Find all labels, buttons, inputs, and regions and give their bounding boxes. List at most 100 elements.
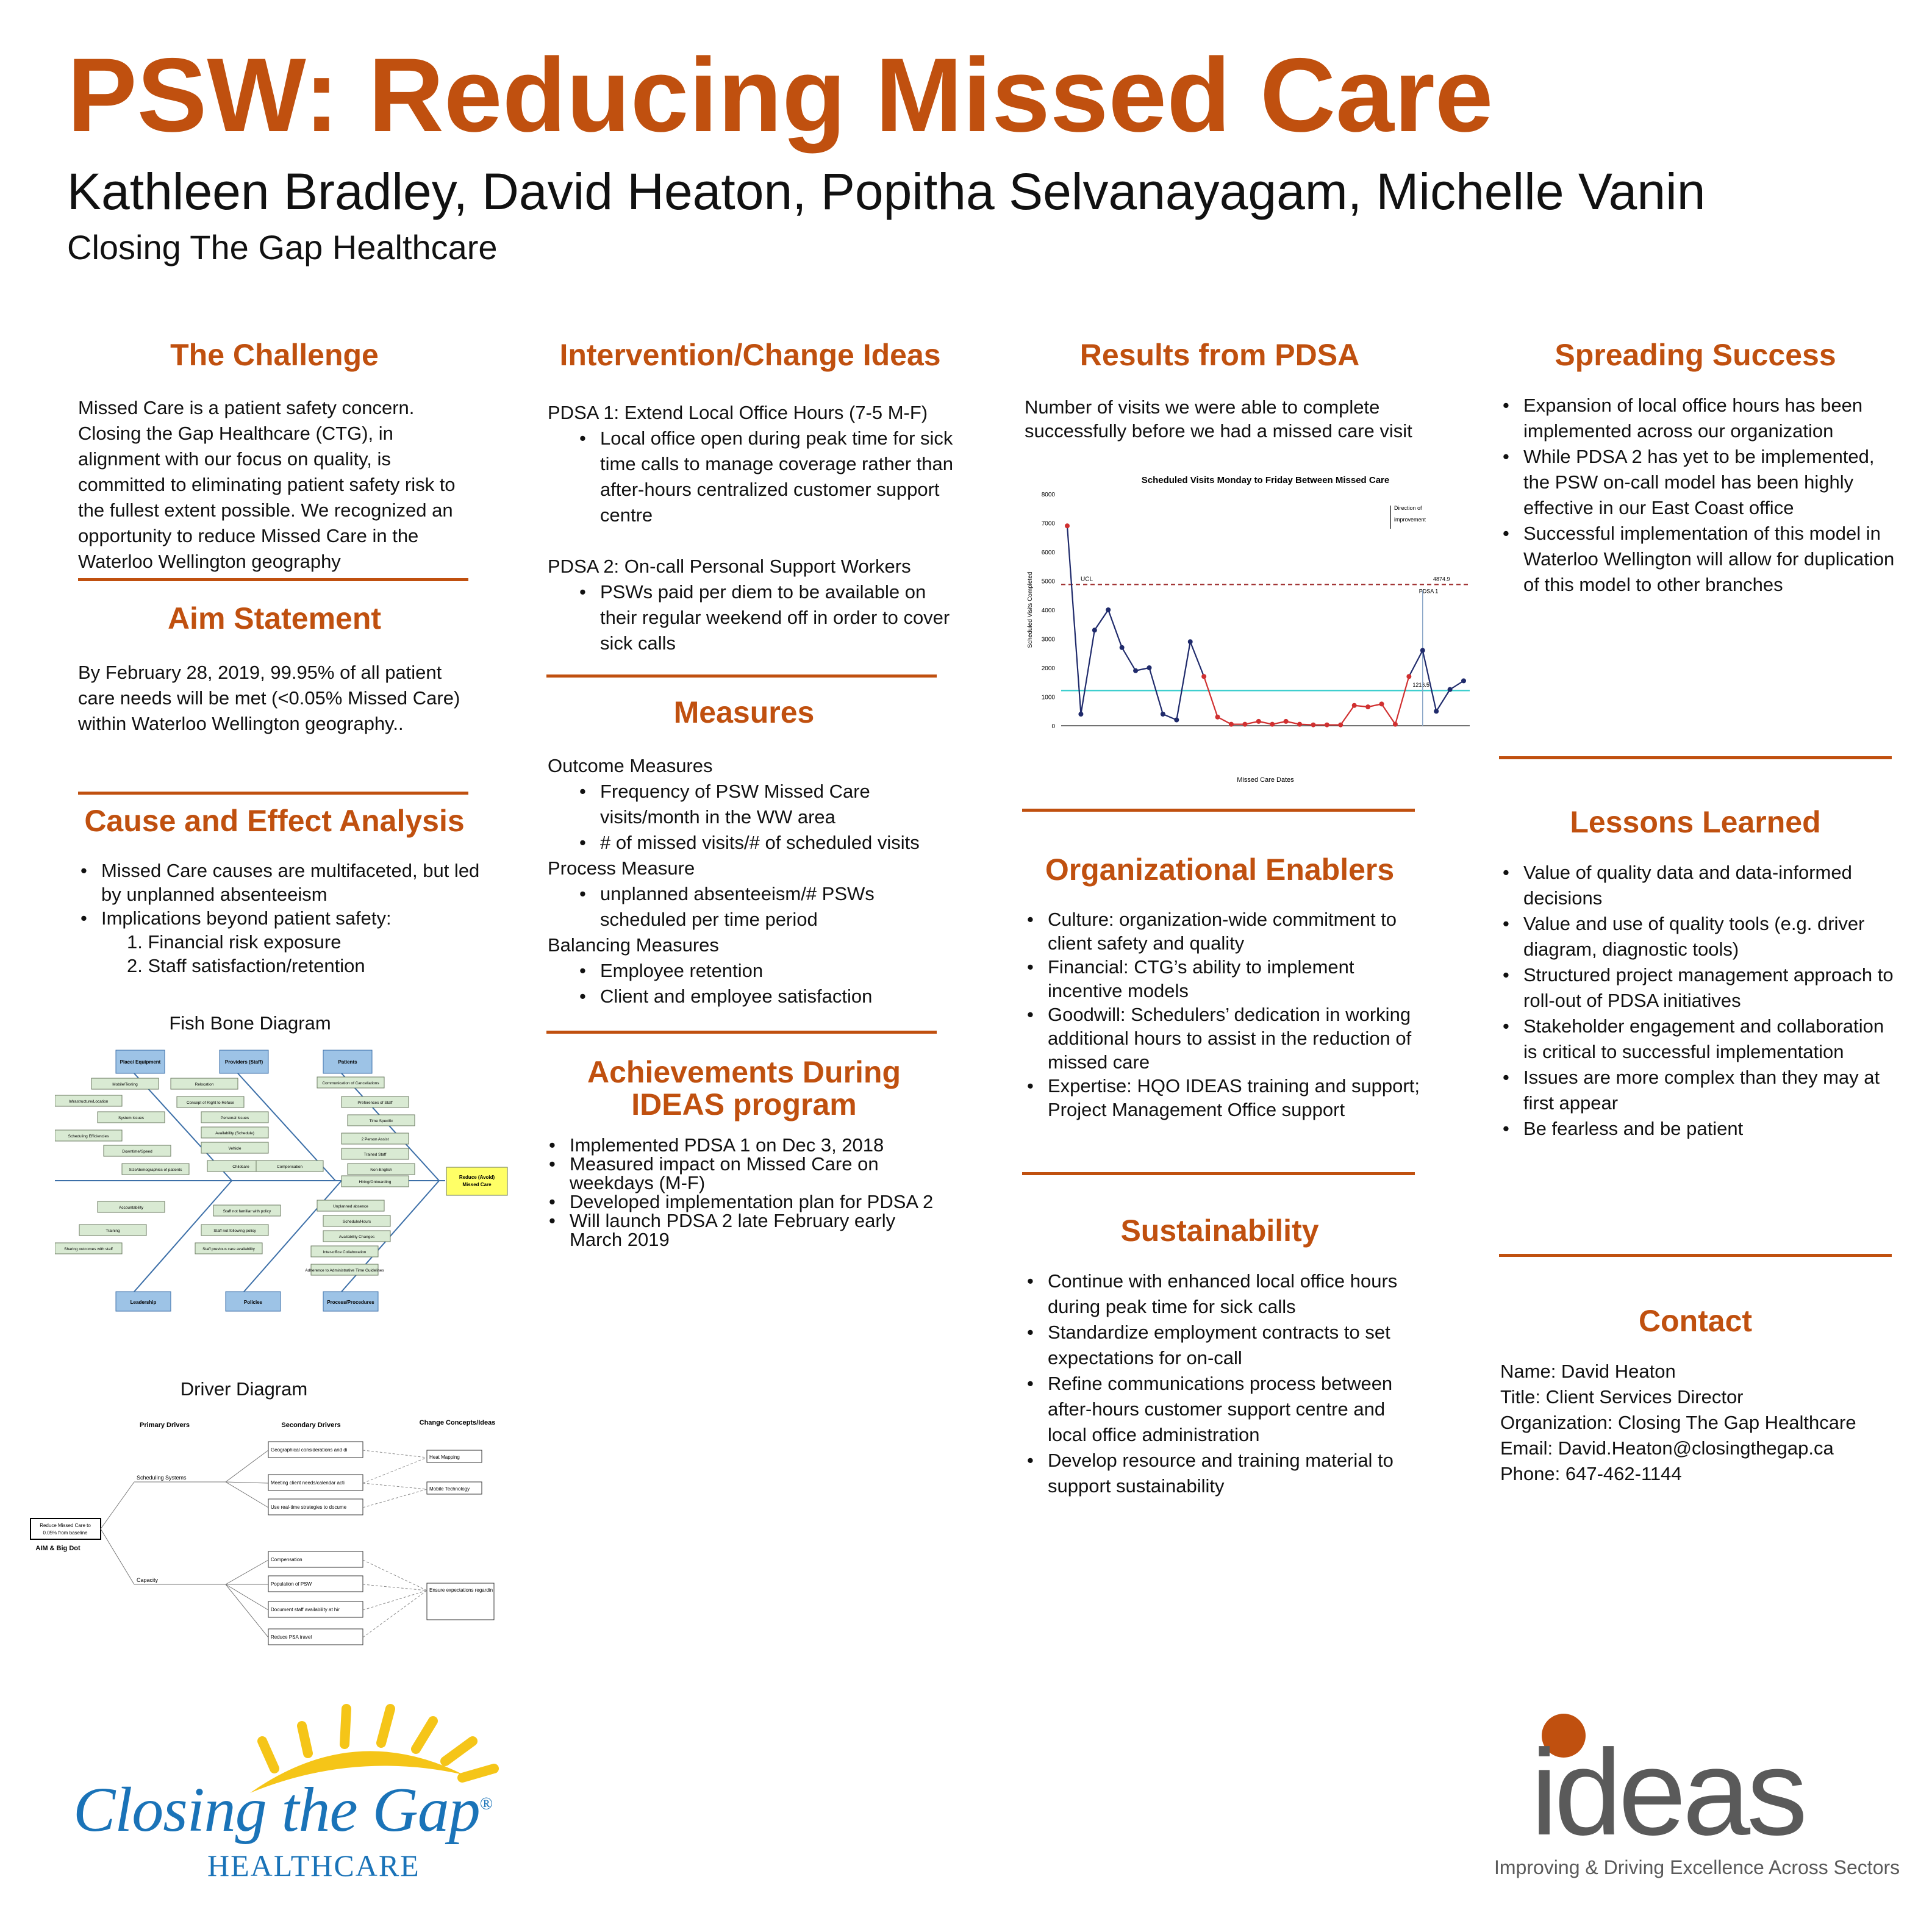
data-point: [1201, 674, 1207, 679]
dashed-connector: [362, 1457, 428, 1484]
process-title: Process Measure: [548, 857, 695, 879]
achievements-body: Implemented PDSA 1 on Dec 3, 2018 Measur…: [548, 1136, 938, 1249]
cause-box: [317, 1076, 385, 1089]
effect-box: [446, 1167, 508, 1196]
challenge-heading: The Challenge: [170, 338, 379, 372]
data-point: [1147, 665, 1152, 670]
cause-box-label: Staff not following policy: [213, 1229, 256, 1233]
data-point: [1270, 721, 1275, 727]
bottom-bone: [243, 1180, 342, 1292]
secondary-driver: Document staff availability at hir: [271, 1607, 340, 1612]
y-tick-label: 0: [1051, 723, 1055, 730]
direction-label-line2: improvement: [1394, 517, 1426, 523]
aim-box-text: Reduce Missed Care to: [40, 1523, 91, 1528]
primary-driver: Scheduling Systems: [137, 1475, 187, 1481]
category-box: [323, 1291, 379, 1312]
data-point: [1092, 628, 1097, 633]
outcome-title: Outcome Measures: [548, 755, 713, 776]
cause-box-label: Preferences of Staff: [357, 1101, 393, 1105]
list-item: Missed Care causes are multifaceted, but…: [80, 859, 481, 906]
y-tick-label: 8000: [1042, 492, 1056, 498]
dashed-connector: [362, 1559, 428, 1591]
intervention-heading: Intervention/Change Ideas: [559, 338, 941, 372]
list-item: Develop resource and training material t…: [1027, 1448, 1427, 1499]
change-idea: Mobile Technology: [429, 1486, 470, 1492]
series-segment: [1093, 609, 1109, 631]
chart-title: Scheduled Visits Monday to Friday Betwee…: [1142, 475, 1390, 485]
effect-text: Reduce (Avoid): [459, 1175, 495, 1180]
section-divider: [78, 578, 468, 581]
connector: [225, 1450, 269, 1483]
secondary-driver-box: [268, 1474, 363, 1491]
x-axis-label: Missed Care Dates: [1237, 776, 1294, 784]
cause-box-label: Childcare: [232, 1165, 249, 1169]
category-label: Place/ Equipment: [120, 1059, 161, 1065]
change-idea-box: [426, 1450, 482, 1463]
change-idea-box: [426, 1481, 482, 1495]
cause-box-label: Personal Issues: [221, 1116, 249, 1120]
aim-text: By February 28, 2019, 99.95% of all pati…: [78, 662, 460, 734]
list-item: # of missed visits/# of scheduled visits: [579, 830, 962, 856]
section-divider: [546, 1031, 937, 1034]
data-point: [1133, 668, 1139, 673]
primary-driver: Capacity: [137, 1577, 159, 1583]
list-item: Expansion of local office hours has been…: [1503, 393, 1903, 444]
cause-box: [310, 1264, 379, 1276]
series-segment: [1121, 647, 1137, 671]
data-point: [1461, 678, 1466, 684]
enablers-body: Culture: organization-wide commitment to…: [1025, 907, 1427, 1122]
data-point: [1379, 701, 1384, 707]
list-item: Standardize employment contracts to set …: [1027, 1320, 1427, 1371]
secondary-driver-box: [268, 1498, 363, 1515]
data-point: [1297, 721, 1303, 727]
cause-box: [201, 1111, 269, 1123]
cause-box: [323, 1230, 391, 1242]
cause-box: [201, 1142, 269, 1154]
effect-text-2: Missed Care: [462, 1182, 492, 1187]
data-point: [1324, 722, 1329, 728]
connector: [225, 1481, 269, 1484]
list-item: Client and employee satisfaction: [579, 984, 962, 1009]
cause-box-label: Infrastructure/Location: [69, 1100, 109, 1104]
achievements-heading-line1: Achievements During: [587, 1055, 901, 1089]
dashed-connector: [362, 1590, 428, 1638]
bottom-bone: [134, 1180, 232, 1292]
section-divider: [1499, 756, 1892, 759]
list-item: Local office open during peak time for s…: [579, 426, 962, 528]
series-segment: [1436, 689, 1451, 712]
section-divider: [1022, 809, 1415, 812]
category-label: Patients: [338, 1059, 357, 1065]
poster-title: PSW: Reducing Missed Care: [67, 37, 1494, 154]
list-item: Structured project management approach t…: [1503, 962, 1903, 1014]
secondary-driver-box: [268, 1441, 363, 1458]
series-segment: [1189, 641, 1205, 677]
list-item: Frequency of PSW Missed Care visits/mont…: [579, 779, 962, 830]
fishbone-diagram: Reduce (Avoid) Missed Care Place/ Equipmen…: [55, 1050, 508, 1312]
data-point: [1187, 639, 1193, 645]
cause-box-label: Staff previous care availability: [202, 1247, 256, 1251]
contact-email[interactable]: Email: David.Heaton@closingthegap.ca: [1500, 1437, 1834, 1459]
list-item: Culture: organization-wide commitment to…: [1027, 907, 1427, 955]
series-segment: [1162, 713, 1177, 721]
cause-box-label: 2 Person Assist: [362, 1137, 389, 1142]
pdsa-label: PDSA 1: [1419, 588, 1439, 594]
cause-box: [55, 1242, 123, 1254]
cause-box: [341, 1175, 409, 1187]
list-item: Will launch PDSA 2 late February early M…: [549, 1211, 938, 1249]
y-tick-label: 1000: [1042, 695, 1056, 701]
series-segment: [1217, 716, 1232, 725]
cause-box-label: Relocation: [195, 1082, 214, 1087]
cause-box-label: Schedule/Hours: [343, 1220, 371, 1224]
cause-box: [256, 1160, 324, 1172]
cause-box-label: Training: [106, 1229, 120, 1233]
secondary-driver: Meeting client needs/calendar acti: [271, 1480, 345, 1486]
section-divider: [78, 792, 468, 795]
direction-label: Direction of: [1394, 505, 1422, 511]
cause-box-label: Staff not familiar with policy: [223, 1209, 271, 1214]
cause-box: [341, 1096, 409, 1108]
y-tick-label: 4000: [1042, 607, 1056, 614]
secondary-driver-box: [268, 1575, 363, 1592]
connector: [225, 1559, 269, 1585]
cause-box-label: Accountability: [119, 1206, 144, 1210]
secondary-driver: Population of PSW: [271, 1581, 312, 1587]
